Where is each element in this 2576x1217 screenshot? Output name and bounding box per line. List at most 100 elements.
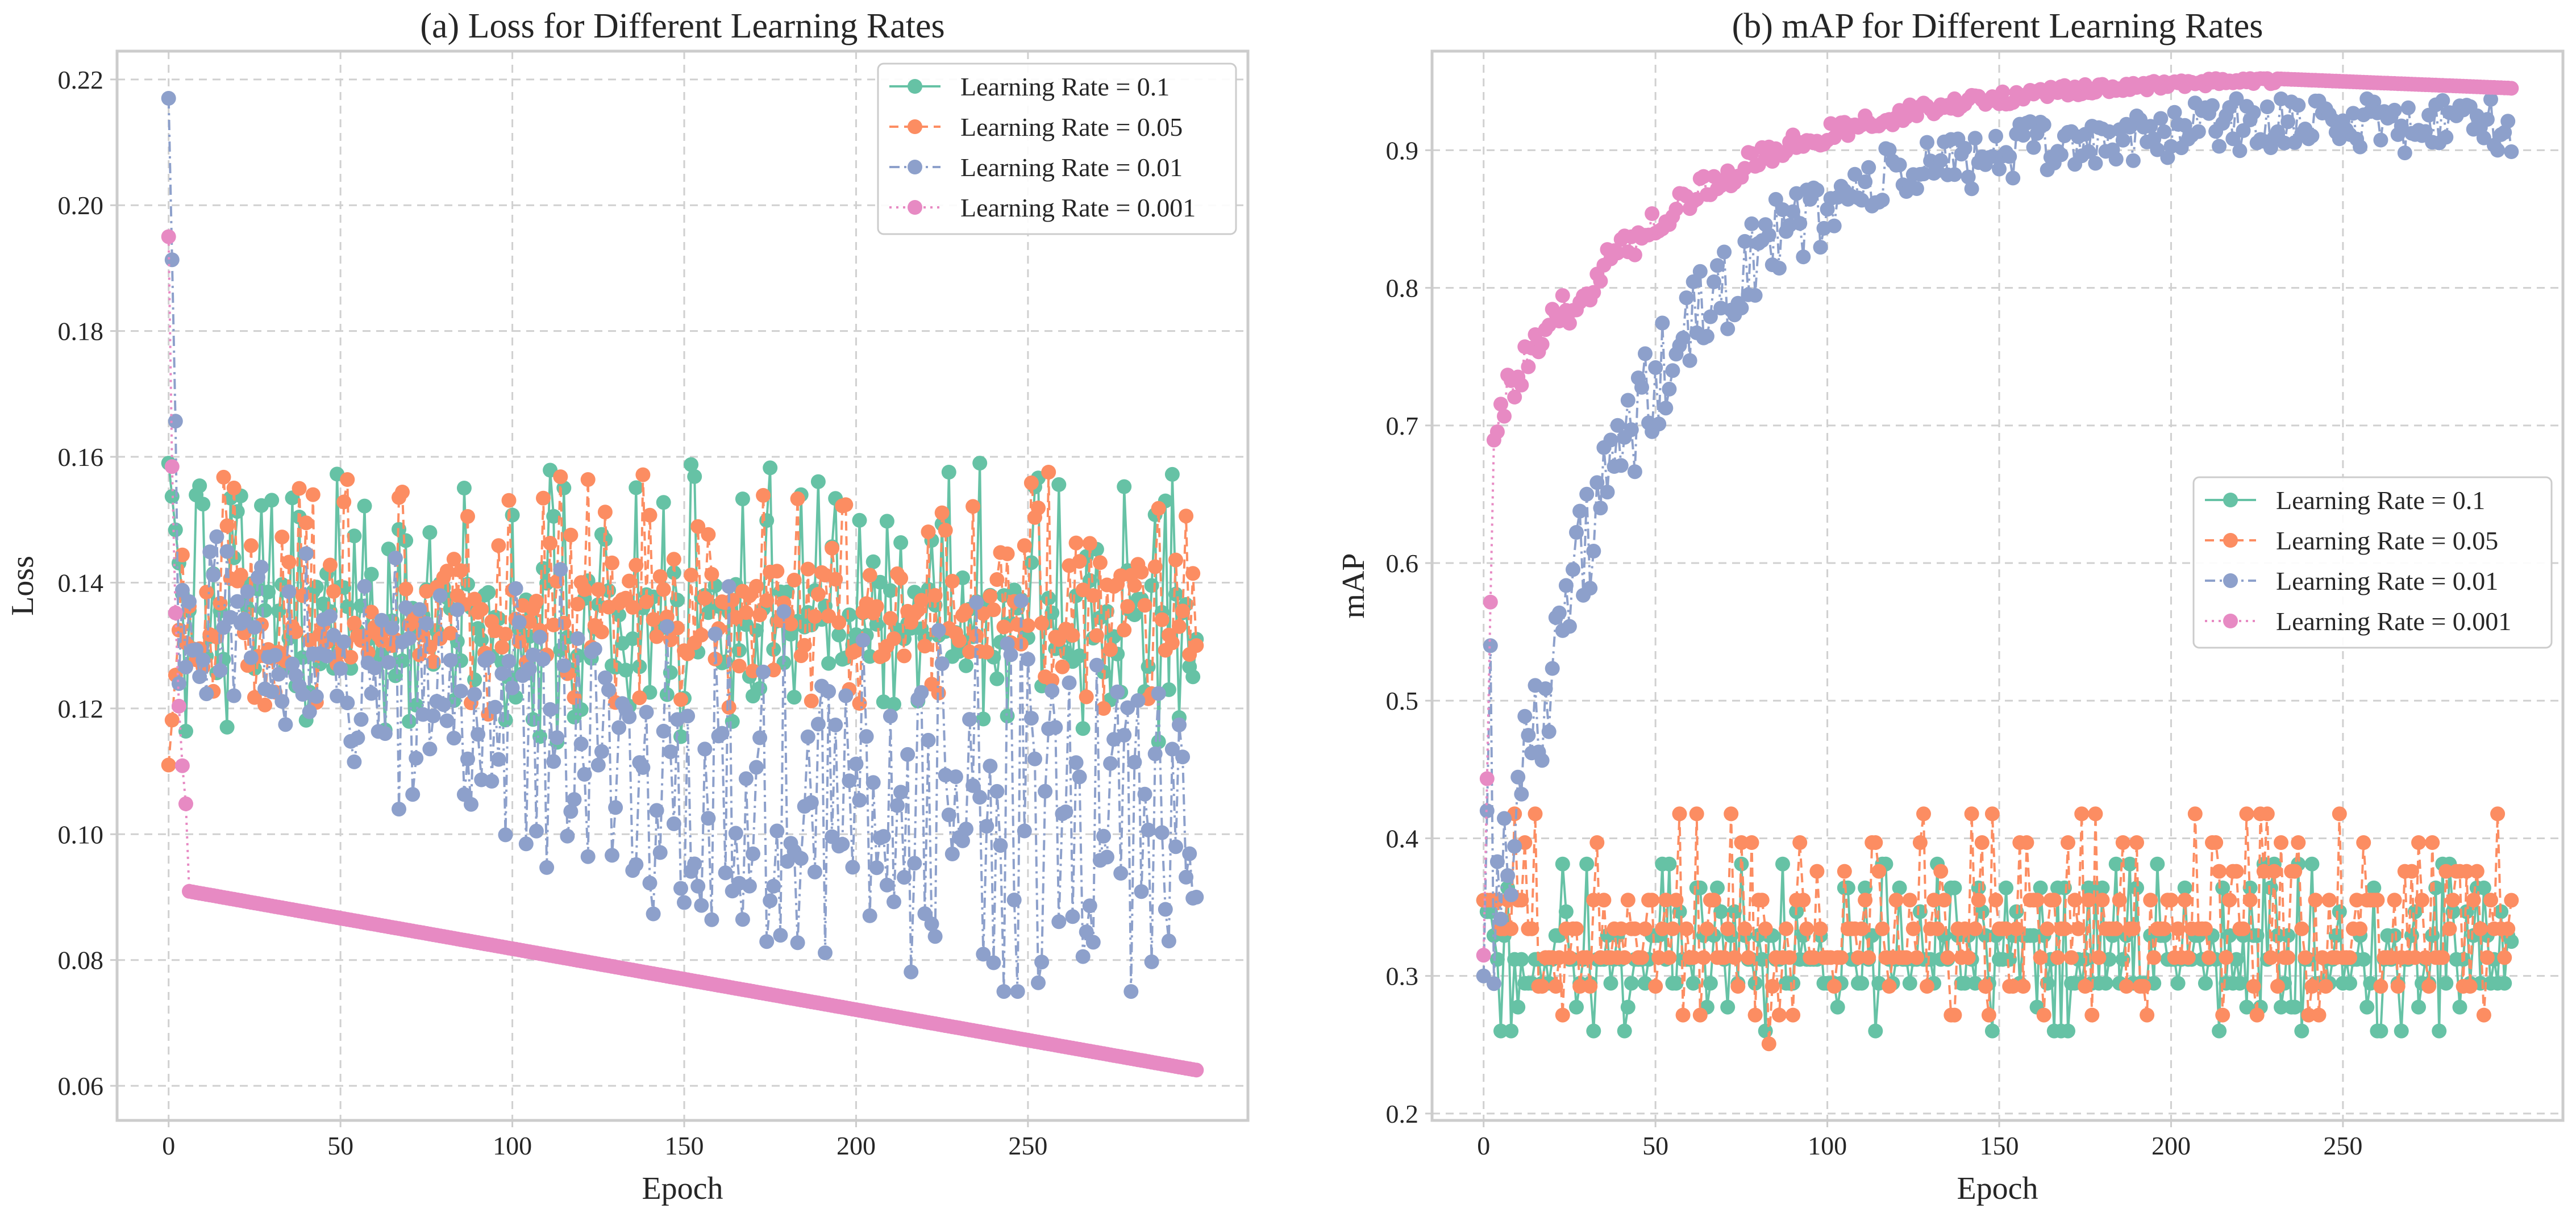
loss-series-3-point bbox=[969, 595, 984, 610]
loss-series-1-point bbox=[505, 507, 520, 523]
map-series-3-point bbox=[1992, 161, 2007, 177]
map-series-2-point bbox=[1999, 921, 2014, 936]
loss-series-3-point bbox=[979, 819, 994, 834]
map-series-3-point bbox=[2483, 91, 2498, 107]
map-series-2-point bbox=[2353, 921, 2368, 936]
loss-series-2-point bbox=[629, 557, 644, 573]
map-series-2-point bbox=[2081, 893, 2096, 908]
map-series-2-point bbox=[2404, 864, 2419, 879]
map-series-3-point bbox=[1947, 167, 1962, 182]
loss-series-3-point bbox=[498, 827, 513, 843]
map-series-1-point bbox=[1662, 856, 1677, 872]
map-series-3-point bbox=[1500, 868, 1516, 883]
map-x-tick-label: 100 bbox=[1808, 1131, 1847, 1160]
loss-series-3-point bbox=[697, 741, 713, 757]
loss-series-3-point bbox=[528, 823, 544, 839]
map-series-3-point bbox=[2280, 114, 2296, 130]
map-series-3-point bbox=[1964, 181, 1979, 197]
loss-series-1-point bbox=[951, 644, 967, 659]
map-series-3-point bbox=[2002, 149, 2017, 164]
loss-series-3-point bbox=[1062, 675, 1077, 690]
loss-series-2-point bbox=[226, 480, 242, 495]
map-series-2-point bbox=[1586, 893, 1601, 908]
map-series-2-point bbox=[2415, 893, 2429, 908]
loss-series-1-point bbox=[1185, 669, 1201, 685]
map-series-2-point bbox=[2033, 950, 2048, 965]
loss-series-1-point bbox=[573, 702, 589, 717]
loss-series-2-point bbox=[326, 584, 342, 599]
map-series-3-point bbox=[2435, 93, 2450, 108]
map-series-2-point bbox=[2208, 835, 2224, 850]
map-series-2-point bbox=[1792, 835, 1808, 850]
map-series-2-point bbox=[2129, 835, 2144, 850]
loss-series-2-point bbox=[1168, 552, 1183, 568]
loss-series-2-point bbox=[1137, 598, 1152, 613]
loss-series-1-point bbox=[959, 658, 973, 673]
map-series-3-point bbox=[1682, 353, 1697, 368]
loss-series-2-point bbox=[536, 490, 551, 506]
loss-series-2-point bbox=[914, 593, 929, 608]
map-series-2-point bbox=[2036, 1007, 2051, 1023]
loss-series-3-point bbox=[1113, 866, 1129, 881]
map-series-2-point bbox=[2370, 893, 2385, 908]
loss-series-group bbox=[161, 91, 1204, 1078]
map-series-3-point bbox=[2291, 98, 2306, 113]
loss-series-3-point bbox=[677, 895, 692, 910]
loss-series-2-point bbox=[831, 615, 847, 630]
loss-series-3-point bbox=[996, 984, 1012, 999]
loss-series-2-point bbox=[1134, 564, 1149, 580]
map-series-3-point bbox=[2167, 105, 2182, 120]
loss-series-2-point bbox=[986, 602, 1001, 618]
loss-series-3-point bbox=[852, 793, 867, 808]
loss-series-2-point bbox=[1000, 546, 1015, 561]
loss-series-3-point bbox=[1038, 783, 1053, 799]
loss-series-3-point bbox=[587, 641, 602, 657]
loss-series-3-point bbox=[763, 893, 778, 908]
loss-legend-label: Learning Rate = 0.001 bbox=[960, 193, 1196, 222]
loss-legend: Learning Rate = 0.1 Learning Rate = 0.05 L… bbox=[877, 62, 1237, 235]
map-series-2-point bbox=[1528, 806, 1543, 822]
map-series-2-point bbox=[2246, 979, 2261, 994]
loss-series-2-point bbox=[1055, 659, 1070, 674]
loss-x-ticks: 0 50 100 150 200 250 bbox=[162, 1120, 1047, 1160]
loss-series-3-point bbox=[195, 652, 211, 668]
loss-series-3-point bbox=[862, 908, 877, 923]
map-series-2-point bbox=[1761, 1036, 1776, 1052]
map-series-2-point bbox=[2390, 979, 2406, 994]
map-series-2-point bbox=[2294, 921, 2309, 936]
map-series-1-point bbox=[2249, 928, 2265, 943]
loss-legend-marker bbox=[908, 200, 922, 215]
loss-series-2-point bbox=[543, 536, 558, 551]
loss-series-2-point bbox=[697, 590, 713, 606]
map-series-2-point bbox=[1947, 1007, 1962, 1023]
map-series-3-point bbox=[1988, 128, 2003, 144]
map-series-1-point bbox=[1672, 904, 1687, 919]
loss-series-1-point bbox=[395, 653, 410, 668]
loss-series-2-point bbox=[1020, 618, 1035, 633]
loss-series-2-point bbox=[1151, 501, 1166, 516]
loss-series-2-point bbox=[883, 611, 898, 626]
map-series-3-point bbox=[1747, 287, 1763, 303]
loss-series-1-point bbox=[192, 478, 207, 493]
map-series-2-point bbox=[1930, 921, 1945, 936]
loss-series-2-point bbox=[343, 649, 359, 665]
map-series-2-point bbox=[2202, 950, 2216, 965]
map-series-1-point bbox=[2425, 928, 2440, 943]
loss-series-2-point bbox=[161, 757, 176, 773]
loss-series-3-point bbox=[1158, 902, 1173, 917]
map-series-1-point bbox=[2002, 952, 2017, 967]
map-series-2-point bbox=[2019, 835, 2034, 850]
loss-series-3-point bbox=[174, 582, 190, 598]
loss-series-2-point bbox=[759, 593, 775, 608]
map-series-1-point bbox=[1984, 1023, 2000, 1039]
loss-series-1-point bbox=[402, 714, 417, 729]
loss-series-1-point bbox=[780, 584, 795, 599]
loss-series-3-point bbox=[226, 688, 242, 703]
map-series-1-point bbox=[1586, 1023, 1601, 1039]
map-series-2-point bbox=[2435, 950, 2450, 965]
loss-series-2-point bbox=[1103, 642, 1118, 657]
loss-series-2-point bbox=[639, 594, 654, 610]
loss-series-2-point bbox=[446, 552, 461, 567]
loss-series-2-point bbox=[1044, 673, 1060, 688]
loss-series-3-point bbox=[236, 611, 252, 627]
